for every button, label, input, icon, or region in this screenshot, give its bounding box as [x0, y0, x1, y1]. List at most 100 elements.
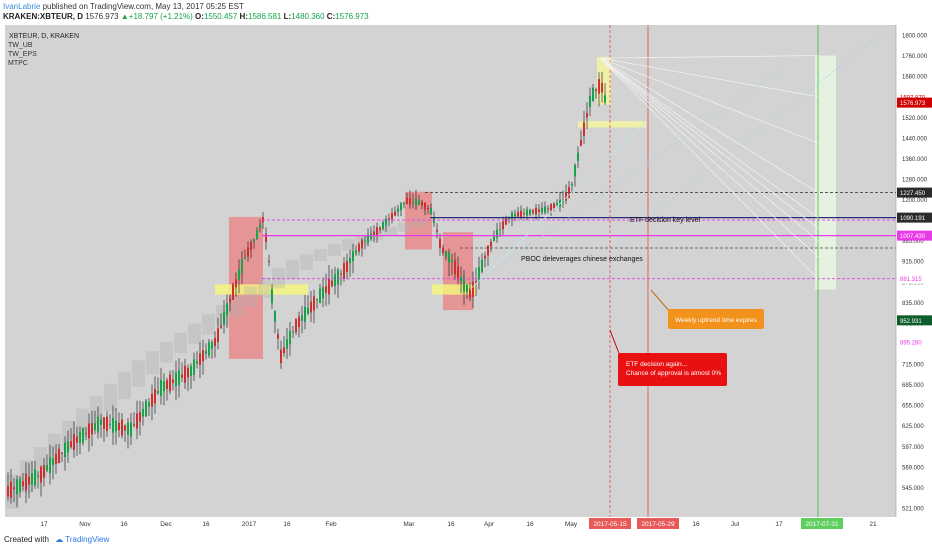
candle-body	[487, 245, 489, 256]
candle-body	[526, 209, 528, 216]
y-tick-label: 597.000	[902, 445, 924, 451]
candle-body	[400, 203, 402, 211]
candle-body	[427, 207, 429, 210]
swing-box	[272, 267, 285, 289]
candle-body	[235, 279, 237, 288]
swing-box	[412, 218, 425, 228]
swing-box	[216, 304, 229, 326]
candle-body	[337, 269, 339, 285]
candle-body	[277, 333, 279, 339]
candle-body	[85, 432, 87, 434]
candle-body	[31, 473, 33, 485]
candle-body	[502, 221, 504, 230]
candle-body	[127, 422, 129, 435]
candle-body	[325, 286, 327, 293]
x-tick-label: 16	[283, 521, 291, 528]
candle-body	[391, 213, 393, 220]
candle-body	[88, 423, 90, 439]
candle-body	[247, 247, 249, 257]
candle-body	[250, 242, 252, 250]
candle-body	[532, 210, 534, 213]
candle-body	[289, 331, 291, 345]
candle-body	[523, 213, 525, 215]
pane-label: XBTEUR, D, KRAKEN	[9, 33, 79, 40]
candle-body	[49, 457, 51, 474]
candle-body	[364, 240, 366, 242]
candle-body	[64, 442, 66, 458]
x-tick-label: Nov	[79, 521, 91, 528]
trend-line[interactable]	[479, 70, 781, 280]
candle-body	[190, 366, 192, 376]
candle-body	[286, 339, 288, 349]
candle-body	[469, 288, 471, 298]
price-tag	[897, 230, 932, 241]
swing-box	[244, 286, 257, 307]
x-tick-label: Jul	[731, 521, 740, 528]
fan-line	[599, 57, 819, 193]
candle-body	[103, 417, 105, 429]
candle-body	[274, 310, 276, 322]
candle-body	[454, 260, 456, 275]
candle-body	[376, 227, 378, 236]
weekly-note-box[interactable]	[668, 309, 764, 329]
candle-body	[484, 255, 486, 259]
candle-body	[100, 419, 102, 426]
candle-body	[67, 441, 69, 453]
candle-body	[40, 466, 42, 483]
candle-body	[307, 307, 309, 314]
candle-body	[91, 423, 93, 435]
x-tick-label: Mar	[403, 521, 415, 528]
low-value: 1480.360	[291, 12, 325, 21]
swing-box	[398, 222, 411, 232]
price-tag	[897, 315, 932, 326]
x-highlight-tag	[637, 518, 679, 529]
price-tag-label: 1227.450	[900, 191, 926, 197]
tradingview-logo[interactable]: ☁ TradingView	[55, 535, 110, 544]
candle-body	[352, 251, 354, 261]
price-tag	[897, 92, 932, 103]
candle-body	[52, 458, 54, 465]
candle-body	[211, 341, 213, 350]
candle-body	[61, 452, 63, 454]
candle-body	[193, 359, 195, 375]
x-tick-label: May	[565, 521, 578, 528]
close-value: 1576.973	[335, 12, 369, 21]
symbol-label: KRAKEN:XBTEUR, D	[3, 12, 83, 21]
time-axis[interactable]	[0, 517, 932, 531]
publisher-link[interactable]: IvanLabrie	[3, 2, 41, 11]
created-with-label: Created with	[4, 535, 49, 544]
candle-body	[421, 201, 423, 206]
candle-body	[346, 261, 348, 273]
etf-note-box[interactable]	[618, 353, 727, 386]
swing-box	[384, 226, 397, 236]
swing-box	[48, 433, 61, 464]
trend-line[interactable]	[649, 34, 881, 217]
y-tick-label: 1680.000	[902, 75, 928, 81]
candle-body	[553, 203, 555, 209]
candle-body	[478, 266, 480, 282]
y-tick-label: 835.000	[902, 301, 924, 307]
candle-body	[130, 422, 132, 437]
candle-body	[475, 280, 477, 283]
candle-body	[409, 198, 411, 205]
indicator-label[interactable]: TW_UB	[8, 42, 33, 49]
etf-level-label: ETF decision key level	[630, 217, 700, 224]
candle-body	[37, 475, 39, 477]
candle-body	[112, 417, 114, 433]
weekly-note-pointer	[650, 289, 671, 313]
swing-box	[258, 277, 271, 298]
indicator-label[interactable]: TW_EPS	[8, 51, 37, 58]
fan-line	[599, 57, 819, 144]
candle-body	[163, 381, 165, 392]
trend-line[interactable]	[469, 122, 646, 290]
candle-body	[298, 316, 300, 328]
candle-body	[253, 239, 255, 242]
x-tick-label: Feb	[325, 521, 337, 528]
indicator-label[interactable]: MTPC	[8, 60, 28, 67]
candle-body	[79, 431, 81, 444]
y-tick-label: 715.000	[902, 363, 924, 369]
swing-box	[188, 323, 201, 344]
candle-body	[598, 79, 600, 94]
candle-body	[133, 424, 135, 426]
